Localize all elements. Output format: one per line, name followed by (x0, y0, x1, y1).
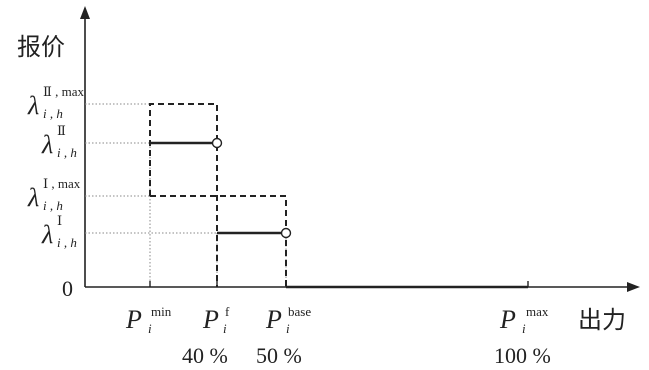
x-tick-percent: 40 % (182, 343, 228, 368)
y-axis-label: 报价 (17, 33, 65, 61)
y-tick-sub: i , h (57, 235, 77, 250)
y-tick-base: λ (41, 130, 53, 159)
x-tick-base: P (202, 305, 219, 334)
y-tick-sup: Ⅰ (57, 213, 62, 228)
x-tick-sub: i (223, 321, 227, 336)
x-tick-label-pf: P f i 40 % (182, 304, 230, 368)
x-tick-base: P (265, 305, 282, 334)
y-tick-label-lam2max: λ Ⅱ , max i , h (27, 84, 84, 121)
y-tick-sub: i , h (57, 145, 77, 160)
x-tick-label-pbase: P base i 50 % (256, 304, 311, 368)
x-tick-sub: i (286, 321, 290, 336)
x-tick-label-pmin: P min i (125, 304, 172, 336)
segment-2-end-marker (211, 137, 223, 149)
x-axis-arrow (627, 282, 640, 292)
y-tick-sup: Ⅱ , max (43, 84, 84, 99)
y-tick-sub: i , h (43, 198, 63, 213)
origin-label: 0 (62, 276, 73, 301)
x-tick-percent: 100 % (494, 343, 551, 368)
segment-1-max-range (150, 195, 287, 287)
y-tick-base: λ (27, 183, 39, 212)
bid-steps (150, 141, 528, 289)
x-tick-base: P (125, 305, 142, 334)
x-tick-sup: f (225, 304, 230, 319)
y-tick-base: λ (41, 220, 53, 249)
x-tick-sup: base (288, 304, 311, 319)
x-tick-label-pmax: P max i 100 % (494, 304, 551, 368)
x-tick-sup: max (526, 304, 549, 319)
y-tick-sup: Ⅰ , max (43, 176, 81, 191)
x-tick-sub: i (522, 321, 526, 336)
bid-range-boxes (149, 103, 287, 287)
x-tick-sub: i (148, 321, 152, 336)
y-tick-label-lam1max: λ Ⅰ , max i , h (27, 176, 81, 213)
x-tick-percent: 50 % (256, 343, 302, 368)
segment-1-end-marker (280, 227, 292, 239)
y-tick-base: λ (27, 91, 39, 120)
y-tick-label-lam2: λ Ⅱ i , h (41, 123, 77, 160)
y-tick-sup: Ⅱ (57, 123, 66, 138)
x-axis-label: 出力 (578, 306, 626, 334)
y-axis-arrow (80, 6, 90, 19)
segment-2-max-range (149, 103, 218, 287)
x-tick-base: P (499, 305, 516, 334)
x-tick-sup: min (151, 304, 172, 319)
y-tick-label-lam1: λ Ⅰ i , h (41, 213, 77, 250)
x-tick-marks (149, 281, 529, 287)
y-tick-sub: i , h (43, 106, 63, 121)
